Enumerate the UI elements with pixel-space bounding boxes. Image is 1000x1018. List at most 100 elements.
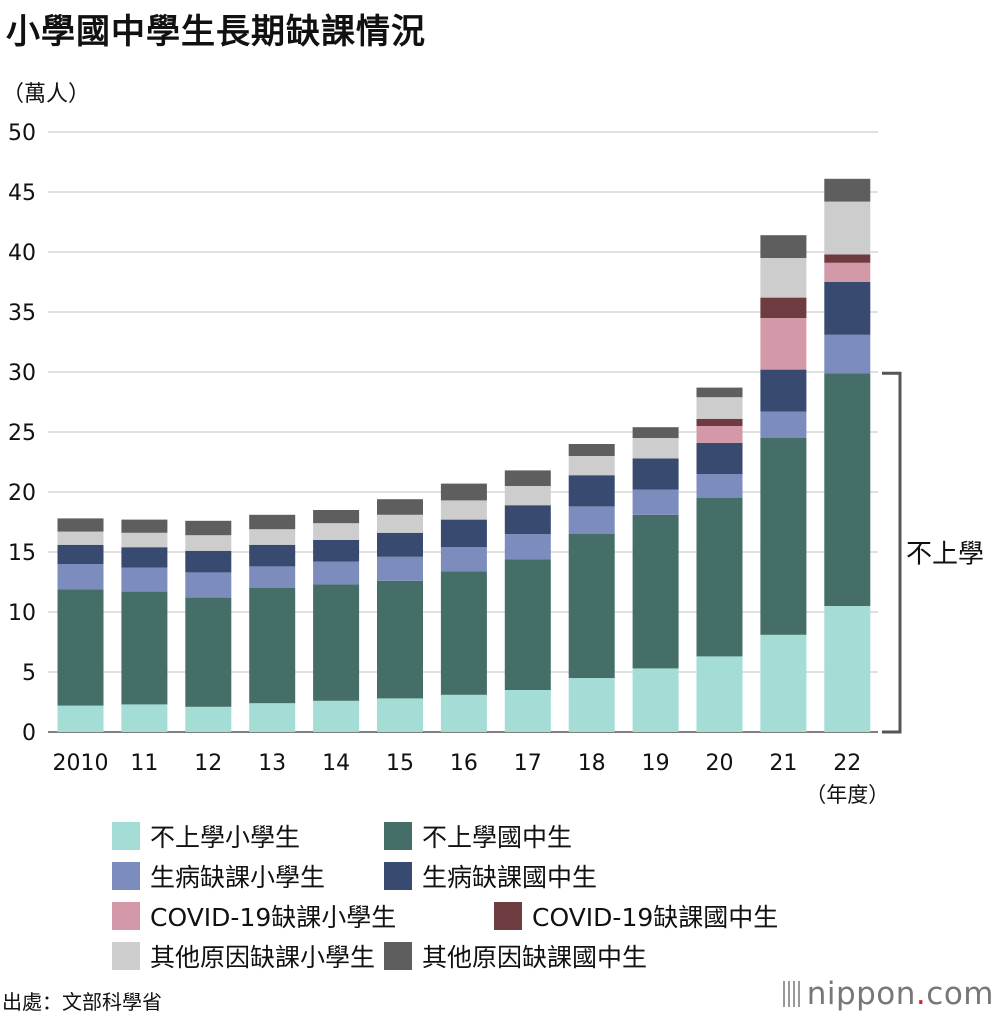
legend-item: 生病缺課國中生 [384, 858, 597, 894]
bar-segment [696, 442, 743, 474]
bar-segment [632, 514, 679, 669]
bar-segment [824, 282, 871, 335]
bar-segment [185, 572, 232, 598]
bar-segment [57, 518, 104, 532]
bar-segment [313, 584, 360, 701]
nippon-logo: nippon.com [782, 976, 994, 1012]
bar-segment [313, 540, 360, 562]
bar-segment [377, 532, 423, 557]
x-tick-label: 13 [258, 751, 286, 776]
bar-segment [760, 438, 807, 635]
bar-segment [824, 178, 871, 202]
bar-segment [313, 561, 360, 585]
bar-segment [57, 564, 104, 590]
x-tick-label: 19 [642, 751, 670, 776]
legend-swatch [384, 822, 412, 850]
legend-swatch [384, 862, 412, 890]
bar-segment [440, 694, 487, 732]
y-tick-label: 25 [8, 421, 36, 446]
bar-segment [696, 387, 743, 398]
bar-segment [632, 438, 679, 459]
x-tick-label: 14 [322, 751, 350, 776]
bar-segment [249, 544, 296, 567]
bar-segment [249, 529, 296, 545]
bar-segment [313, 510, 360, 524]
y-tick-label: 50 [8, 121, 36, 146]
source-note: 出處：文部科學省 [2, 990, 162, 1014]
bar-segment [504, 534, 551, 560]
legend-item: 不上學小學生 [112, 818, 300, 854]
legend-swatch [112, 862, 140, 890]
bar-segment [440, 547, 487, 572]
x-tick-label: 17 [514, 751, 542, 776]
bar-segment [824, 201, 871, 255]
bar-segment [185, 597, 232, 707]
legend-label: 生病缺課小學生 [150, 863, 326, 892]
x-axis-unit-label: （年度） [805, 783, 889, 807]
bar-segment [504, 559, 551, 690]
x-tick-label: 21 [769, 751, 797, 776]
bar-segment [504, 486, 551, 506]
legend-label: 其他原因缺課小學生 [150, 943, 376, 972]
y-tick-label: 45 [8, 181, 36, 206]
x-tick-label: 20 [706, 751, 734, 776]
legend-swatch [112, 822, 140, 850]
bar-segment [568, 678, 615, 732]
bar-segment [632, 458, 679, 490]
legend-label: COVID-19缺課國中生 [532, 903, 779, 932]
bar-segment [632, 489, 679, 515]
bar-segment [121, 704, 168, 732]
y-tick-label: 10 [8, 601, 36, 626]
bar-segment [696, 418, 743, 426]
stacked-bar-chart: 0 5 10 15 20 25 30 35 40 45 50 2010 11 12 13 14 15 16 17 18… [8, 121, 984, 807]
bar-segment [568, 506, 615, 534]
bar-segment [313, 523, 360, 540]
bar-segment [57, 544, 104, 564]
logo-bars-icon [782, 981, 801, 1007]
bar-segment [760, 634, 807, 732]
bar-segment [760, 235, 807, 258]
bar-segment [121, 519, 168, 533]
bar-segment [760, 411, 807, 438]
bar-segment [632, 427, 679, 438]
legend-label: COVID-19缺課小學生 [150, 903, 397, 932]
bar-segment [440, 519, 487, 548]
y-tick-label: 0 [22, 721, 36, 746]
bar-segment [824, 254, 871, 263]
bar-segment [824, 606, 871, 732]
x-tick-label: 15 [386, 751, 414, 776]
bar-segment [121, 532, 168, 548]
y-tick-label: 15 [8, 541, 36, 566]
bar-segment [185, 520, 232, 536]
x-tick-label: 18 [578, 751, 606, 776]
y-tick-label: 40 [8, 241, 36, 266]
bracket-label: 不上學 [906, 540, 984, 570]
bar-segment [504, 470, 551, 486]
y-tick-label: 30 [8, 361, 36, 386]
bar-segment [440, 571, 487, 695]
y-tick-label: 20 [8, 481, 36, 506]
bar-segment [121, 591, 168, 705]
logo-suffix: com [926, 976, 994, 1012]
legend-item: 不上學國中生 [384, 818, 572, 854]
y-axis-unit-label: （萬人） [2, 82, 91, 107]
bar-segment [632, 668, 679, 732]
bar-segment [121, 547, 168, 568]
legend-item: 生病缺課小學生 [112, 858, 325, 894]
bar-segment [760, 258, 807, 298]
bar-segment [696, 656, 743, 732]
bar-segment [760, 318, 807, 370]
bar-segment [696, 498, 743, 657]
bar-segment [696, 397, 743, 419]
bar-segment [185, 535, 232, 551]
bar-segment [824, 262, 871, 282]
bar-segment [313, 700, 360, 732]
legend-label: 其他原因缺課國中生 [422, 943, 648, 972]
bar-segment [377, 580, 423, 699]
legend-item: 其他原因缺課小學生 [112, 938, 375, 974]
x-tick-label: 12 [194, 751, 222, 776]
bar-segment [504, 690, 551, 732]
bar-segment [57, 589, 104, 706]
bar-segment [377, 514, 423, 533]
legend-swatch [112, 902, 140, 930]
